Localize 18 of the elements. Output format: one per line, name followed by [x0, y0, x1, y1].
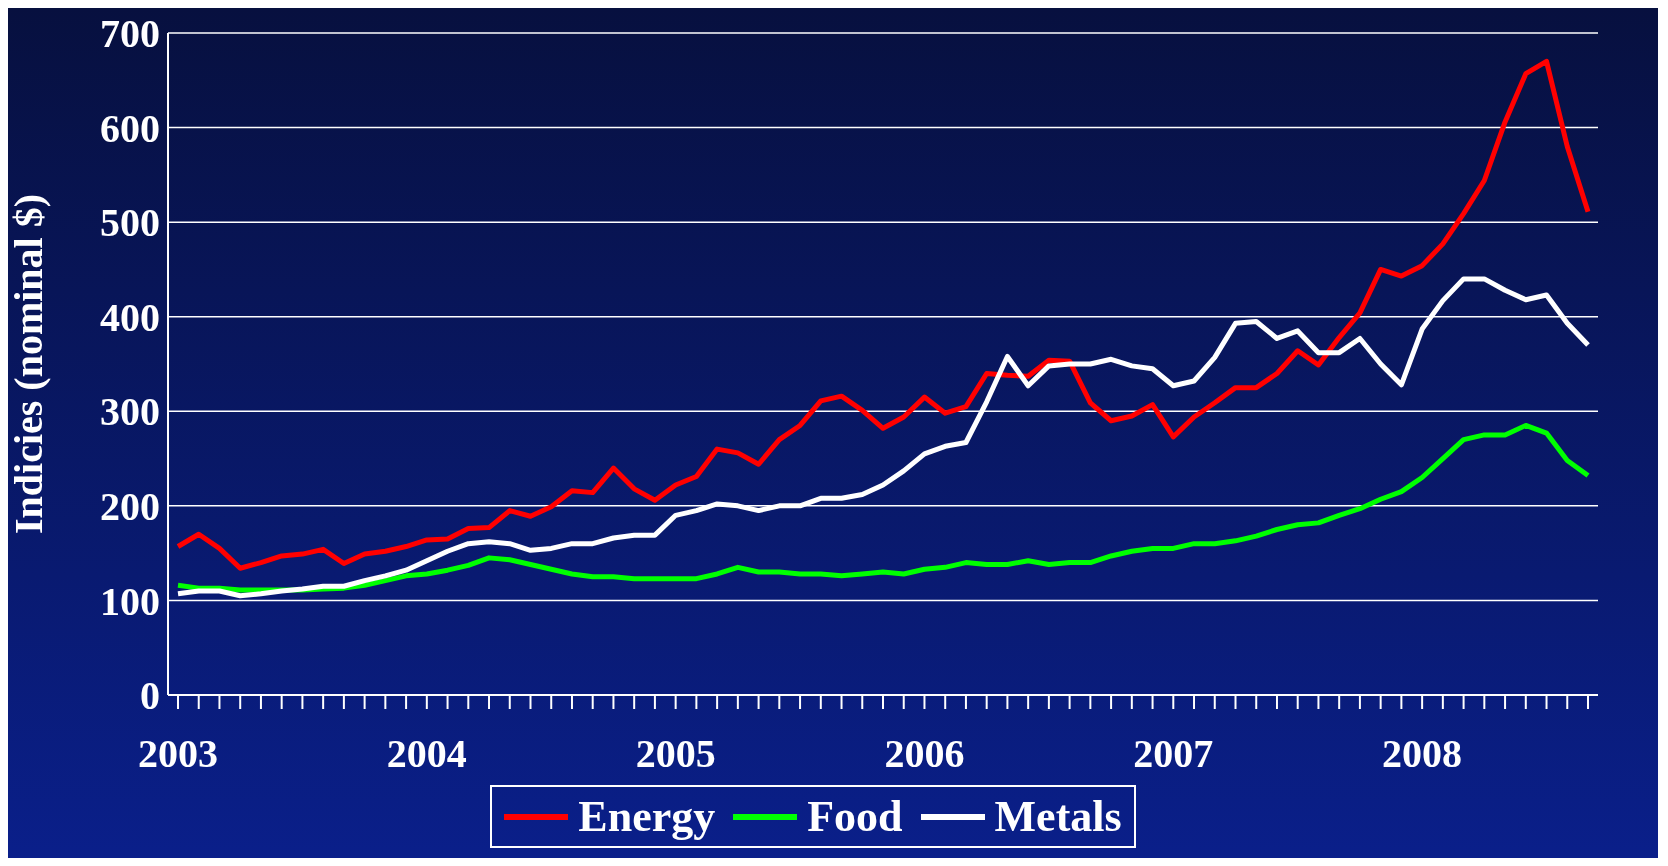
y-tick-label: 100: [100, 578, 160, 624]
y-tick-label: 300: [100, 389, 160, 435]
y-tick-label: 400: [100, 294, 160, 340]
y-tick-label: 500: [100, 200, 160, 246]
x-tick-label: 2003: [138, 731, 218, 777]
legend-label: Energy: [577, 791, 716, 842]
y-tick-label: 600: [100, 105, 160, 151]
x-tick-label: 2008: [1382, 731, 1463, 777]
x-tick-label: 2004: [386, 731, 467, 777]
x-tick-label: 2006: [884, 731, 965, 777]
y-tick-label: 0: [140, 673, 160, 719]
x-tick-label: 2007: [1133, 731, 1214, 777]
y-tick-label: 700: [100, 11, 160, 57]
y-axis-title: Indicies (nominal $): [6, 193, 52, 535]
x-tick-label: 2005: [635, 731, 716, 777]
legend-label: Metals: [993, 791, 1122, 842]
y-tick-label: 200: [100, 484, 160, 530]
legend-label: Food: [806, 791, 903, 842]
